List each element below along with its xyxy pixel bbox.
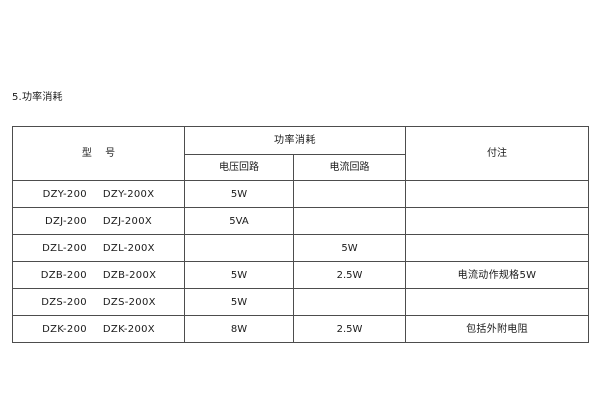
cell-notes [405, 288, 589, 316]
column-header-model: 型 号 [12, 126, 185, 181]
model-code-primary: DZS-200 [41, 296, 87, 308]
cell-current-circuit: 2.5W [293, 315, 406, 343]
cell-notes [405, 207, 589, 235]
table-row: DZS-200 DZS-200X 5W [12, 288, 589, 316]
cell-voltage-circuit: 5W [184, 261, 294, 289]
power-consumption-table: 型 号 功率消耗 付注 电压回路 电流回路 DZY-200 DZY-200X 5W D… [12, 126, 589, 343]
model-code-primary: DZY-200 [42, 188, 87, 200]
page-title: 5.功率消耗 [12, 92, 63, 103]
model-code-variant: DZB-200X [102, 269, 157, 281]
table-header-row-top: 型 号 功率消耗 付注 [12, 126, 589, 181]
cell-current-circuit: 2.5W [293, 261, 406, 289]
cell-voltage-circuit: 5W [184, 180, 294, 208]
model-code-variant: DZL-200X [102, 242, 155, 254]
column-header-voltage-circuit: 电压回路 [184, 154, 294, 181]
cell-current-circuit [293, 207, 406, 235]
column-header-power-consumption: 功率消耗 [184, 126, 406, 155]
cell-model: DZS-200 DZS-200X [12, 288, 185, 316]
cell-notes: 包括外附电阻 [405, 315, 589, 343]
table-body: DZY-200 DZY-200X 5W DZJ-200 DZJ-200X 5VA DZL-2… [12, 180, 589, 343]
model-code-primary: DZJ-200 [44, 215, 87, 227]
cell-notes: 电流动作规格5W [405, 261, 589, 289]
column-header-notes: 付注 [405, 126, 589, 181]
model-code-primary: DZL-200 [42, 242, 87, 254]
model-code-primary: DZK-200 [42, 323, 87, 335]
table-row: DZK-200 DZK-200X 8W 2.5W 包括外附电阻 [12, 315, 589, 343]
model-code-variant: DZS-200X [102, 296, 156, 308]
cell-model: DZY-200 DZY-200X [12, 180, 185, 208]
cell-current-circuit: 5W [293, 234, 406, 262]
cell-voltage-circuit: 5W [184, 288, 294, 316]
model-code-primary: DZB-200 [40, 269, 87, 281]
cell-voltage-circuit [184, 234, 294, 262]
table-row: DZB-200 DZB-200X 5W 2.5W 电流动作规格5W [12, 261, 589, 289]
cell-current-circuit [293, 288, 406, 316]
column-header-current-circuit: 电流回路 [293, 154, 406, 181]
table-header: 型 号 功率消耗 付注 电压回路 电流回路 [12, 126, 589, 181]
cell-notes [405, 234, 589, 262]
model-code-variant: DZK-200X [102, 323, 155, 335]
model-code-variant: DZY-200X [102, 188, 155, 200]
table-row: DZY-200 DZY-200X 5W [12, 180, 589, 208]
cell-notes [405, 180, 589, 208]
model-code-variant: DZJ-200X [102, 215, 153, 227]
cell-model: DZB-200 DZB-200X [12, 261, 185, 289]
cell-model: DZJ-200 DZJ-200X [12, 207, 185, 235]
cell-current-circuit [293, 180, 406, 208]
table-row: DZJ-200 DZJ-200X 5VA [12, 207, 589, 235]
cell-model: DZL-200 DZL-200X [12, 234, 185, 262]
cell-voltage-circuit: 5VA [184, 207, 294, 235]
table-row: DZL-200 DZL-200X 5W [12, 234, 589, 262]
cell-voltage-circuit: 8W [184, 315, 294, 343]
cell-model: DZK-200 DZK-200X [12, 315, 185, 343]
